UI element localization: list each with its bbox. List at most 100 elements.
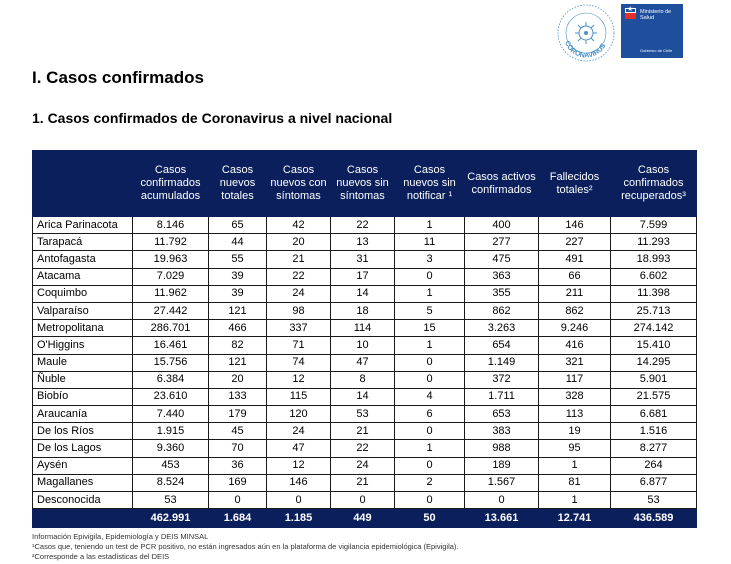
table-row: Antofagasta 19.963 55 21 31 3 475 491 18.993 xyxy=(32,250,697,269)
value-cell: 10 xyxy=(330,336,395,355)
value-cell: 0 xyxy=(394,370,465,389)
value-cell: 121 xyxy=(208,353,267,372)
value-cell: 24 xyxy=(266,422,331,441)
value-cell: 18.993 xyxy=(610,250,697,269)
value-cell: 98 xyxy=(266,301,331,321)
value-cell: 8.277 xyxy=(610,439,697,458)
value-cell: 337 xyxy=(266,319,331,338)
value-cell: 6.384 xyxy=(132,370,209,389)
value-cell: 55 xyxy=(208,250,267,269)
value-cell: 121 xyxy=(208,301,267,321)
region-name-cell: Desconocida xyxy=(32,490,133,510)
value-cell: 39 xyxy=(208,267,267,286)
value-cell: 42 xyxy=(266,215,331,235)
table-row: Maule 15.756 121 74 47 0 1.149 321 14.295 xyxy=(32,353,697,372)
value-cell: 5.901 xyxy=(610,370,697,389)
value-cell: 25.713 xyxy=(610,301,697,321)
region-name-cell: Aysén xyxy=(32,456,133,475)
region-name-cell: Atacama xyxy=(32,267,133,286)
value-cell: 66 xyxy=(538,267,611,286)
header-deaths: Fallecidos totales² xyxy=(538,150,611,217)
value-cell: 12 xyxy=(266,456,331,475)
value-cell: 21 xyxy=(266,250,331,269)
value-cell: 14.295 xyxy=(610,353,697,372)
value-cell: 453 xyxy=(132,456,209,475)
value-cell: 416 xyxy=(538,336,611,355)
region-name-cell: Arica Parinacota xyxy=(32,215,133,235)
table-row: Biobío 23.610 133 115 14 4 1.711 328 21.575 xyxy=(32,387,697,407)
value-cell: 1 xyxy=(394,284,465,303)
subsection-title: 1. Casos confirmados de Coronavirus a ni… xyxy=(32,110,393,126)
value-cell: 0 xyxy=(394,353,465,372)
value-cell: 15.756 xyxy=(132,353,209,372)
value-cell: 47 xyxy=(330,353,395,372)
value-cell: 53 xyxy=(132,490,209,510)
value-cell: 1 xyxy=(394,336,465,355)
table-row: De los Ríos 1.915 45 24 21 0 383 19 1.516 xyxy=(32,422,697,441)
value-cell: 120 xyxy=(266,405,331,424)
header-logos: CORONAVIRUS ★ Ministerio de Salud Gobier… xyxy=(555,2,685,64)
value-cell: 8.524 xyxy=(132,473,209,493)
value-cell: 862 xyxy=(464,301,539,321)
value-cell: 0 xyxy=(394,456,465,475)
value-cell: 65 xyxy=(208,215,267,235)
value-cell: 0 xyxy=(394,490,465,510)
table-row: Tarapacá 11.792 44 20 13 11 277 227 11.293 xyxy=(32,233,697,252)
value-cell: 115 xyxy=(266,387,331,407)
value-cell: 0 xyxy=(208,490,267,510)
value-cell: 117 xyxy=(538,370,611,389)
value-cell: 27.442 xyxy=(132,301,209,321)
value-cell: 466 xyxy=(208,319,267,338)
region-name-cell: O'Higgins xyxy=(32,336,133,355)
value-cell: 23.610 xyxy=(132,387,209,407)
total-cell: 50 xyxy=(394,508,465,529)
value-cell: 5 xyxy=(394,301,465,321)
value-cell: 81 xyxy=(538,473,611,493)
value-cell: 355 xyxy=(464,284,539,303)
header-active: Casos activos confirmados xyxy=(464,150,539,217)
table-header-row: Casos confirmados acumulados Casos nuevo… xyxy=(32,150,697,217)
value-cell: 53 xyxy=(330,405,395,424)
value-cell: 9.360 xyxy=(132,439,209,458)
value-cell: 24 xyxy=(330,456,395,475)
region-name-cell: De los Ríos xyxy=(32,422,133,441)
value-cell: 21 xyxy=(330,422,395,441)
value-cell: 22 xyxy=(330,215,395,235)
value-cell: 264 xyxy=(610,456,697,475)
chile-flag-icon: ★ xyxy=(625,5,636,19)
value-cell: 82 xyxy=(208,336,267,355)
value-cell: 21 xyxy=(330,473,395,493)
region-name-cell: Antofagasta xyxy=(32,250,133,269)
value-cell: 383 xyxy=(464,422,539,441)
value-cell: 47 xyxy=(266,439,331,458)
ministry-name: Ministerio de Salud xyxy=(640,9,672,21)
table-row: De los Lagos 9.360 70 47 22 1 988 95 8.277 xyxy=(32,439,697,458)
value-cell: 11.792 xyxy=(132,233,209,252)
value-cell: 20 xyxy=(266,233,331,252)
value-cell: 16.461 xyxy=(132,336,209,355)
value-cell: 9.246 xyxy=(538,319,611,338)
ministerio-salud-logo: ★ Ministerio de Salud Gobierno de Chile xyxy=(621,4,683,58)
footnote-source: Información Epivigila, Epidemiología y D… xyxy=(32,532,209,541)
table-row: Coquimbo 11.962 39 24 14 1 355 211 11.398 xyxy=(32,284,697,303)
value-cell: 274.142 xyxy=(610,319,697,338)
value-cell: 133 xyxy=(208,387,267,407)
value-cell: 169 xyxy=(208,473,267,493)
value-cell: 11 xyxy=(394,233,465,252)
value-cell: 11.293 xyxy=(610,233,697,252)
value-cell: 1.915 xyxy=(132,422,209,441)
value-cell: 1.567 xyxy=(464,473,539,493)
table-row: Atacama 7.029 39 22 17 0 363 66 6.602 xyxy=(32,267,697,286)
value-cell: 189 xyxy=(464,456,539,475)
total-cell xyxy=(32,508,133,529)
value-cell: 0 xyxy=(464,490,539,510)
totals-row: 462.991 1.684 1.185 449 50 13.661 12.741 436.58… xyxy=(32,508,697,529)
value-cell: 179 xyxy=(208,405,267,424)
region-name-cell: Magallanes xyxy=(32,473,133,493)
header-new-unreported: Casos nuevos sin notificar ¹ xyxy=(394,150,465,217)
value-cell: 328 xyxy=(538,387,611,407)
value-cell: 14 xyxy=(330,284,395,303)
value-cell: 21.575 xyxy=(610,387,697,407)
value-cell: 211 xyxy=(538,284,611,303)
value-cell: 24 xyxy=(266,284,331,303)
